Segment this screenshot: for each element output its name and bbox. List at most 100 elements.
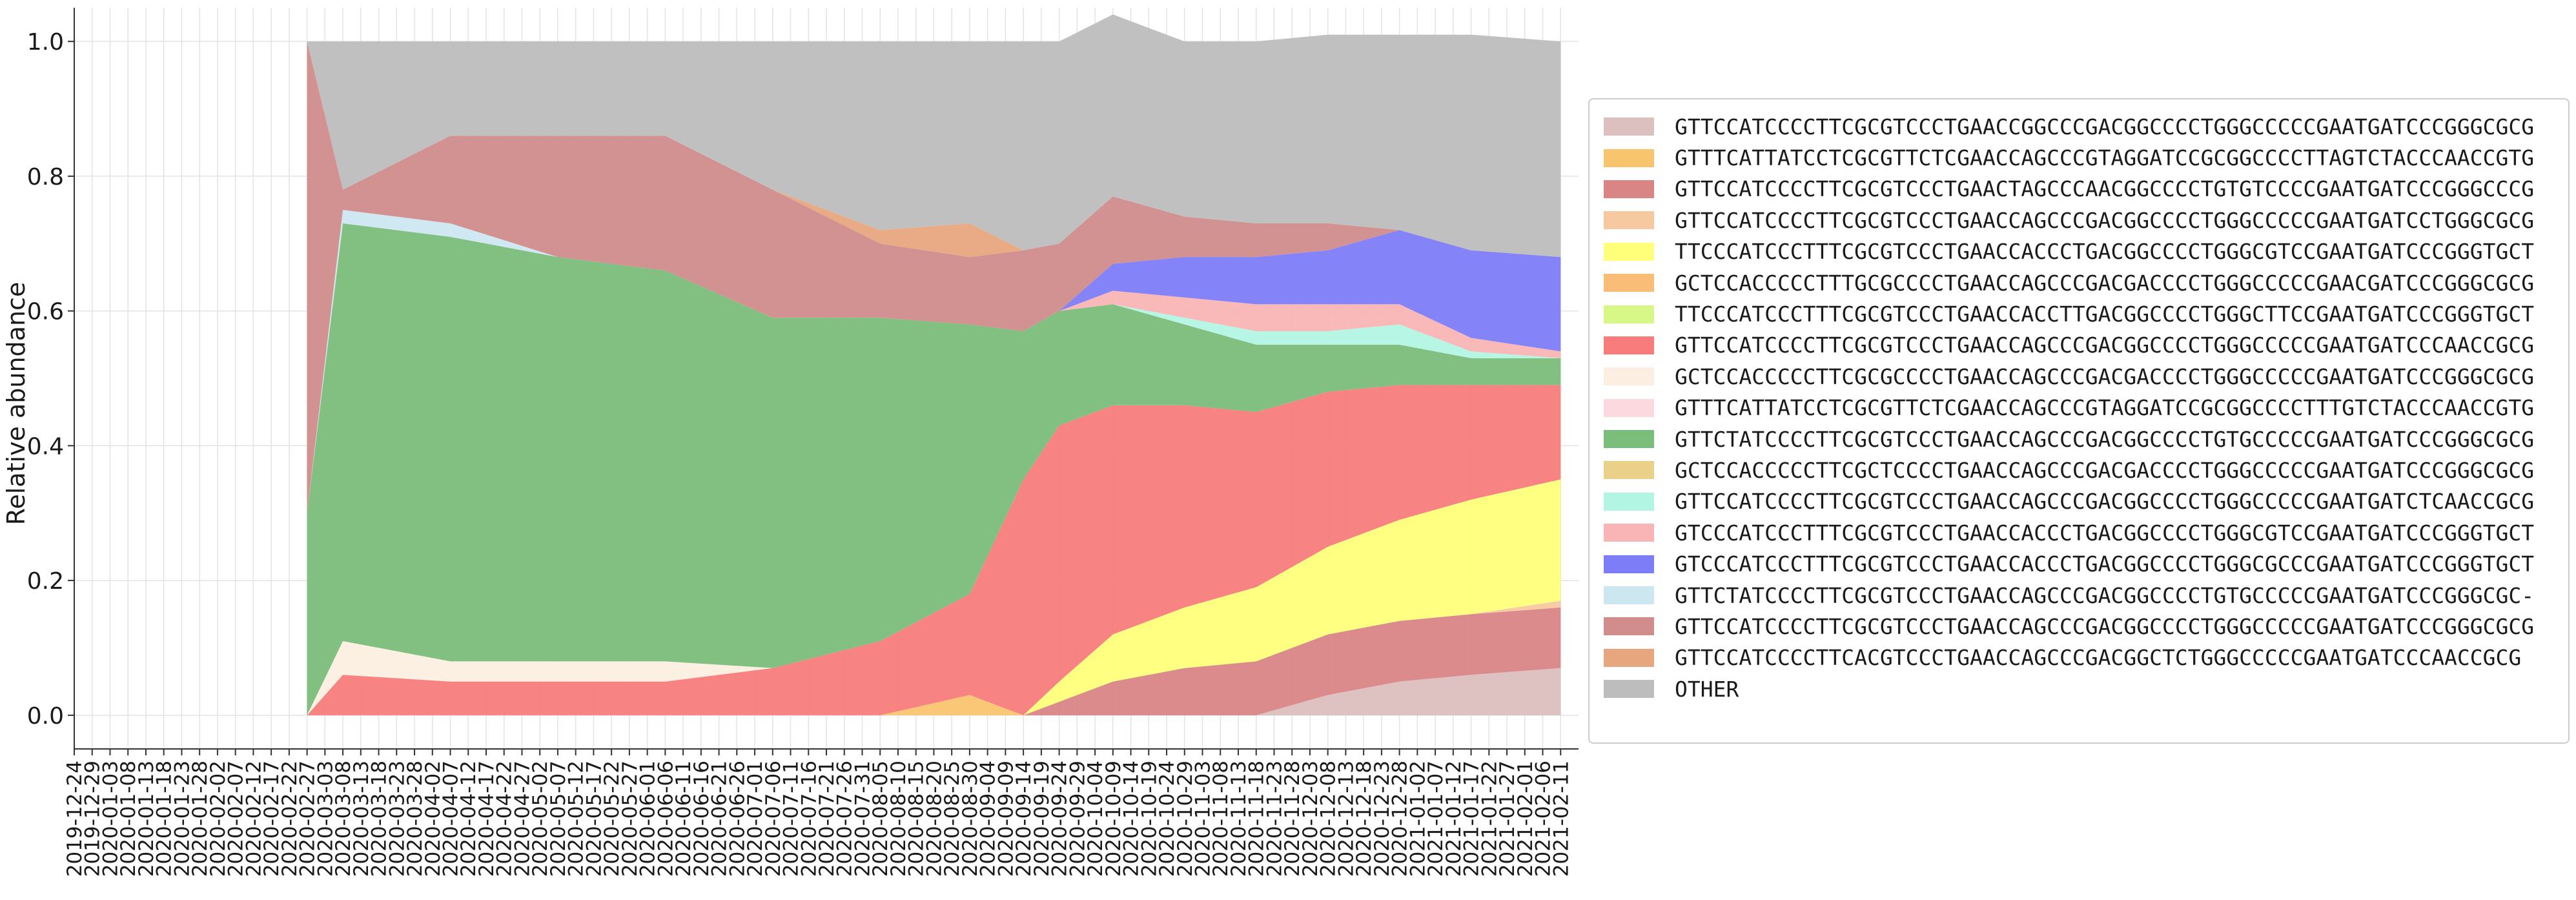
x-tick-label: 2020-11-03 bbox=[1192, 761, 1215, 877]
x-tick-label: 2021-01-22 bbox=[1478, 761, 1501, 877]
x-tick-label: 2020-11-23 bbox=[1263, 761, 1286, 877]
x-tick-label: 2020-01-08 bbox=[117, 761, 140, 877]
legend-label: GTTCTATCCCCTTCGCGTCCCTGAACCAGCCCGACGGCCC… bbox=[1675, 426, 2535, 452]
x-tick-label: 2020-01-23 bbox=[170, 761, 194, 877]
legend-label: GTTCCATCCCCTTCGCGTCCCTGAACCAGCCCGACGGCCC… bbox=[1675, 489, 2535, 515]
x-tick-label: 2020-10-04 bbox=[1084, 761, 1107, 877]
x-tick-label: 2020-10-09 bbox=[1102, 761, 1125, 877]
x-tick-label: 2020-04-22 bbox=[493, 761, 516, 877]
legend-swatch bbox=[1604, 555, 1654, 573]
x-tick-label: 2021-01-07 bbox=[1424, 761, 1447, 877]
legend-swatch bbox=[1604, 524, 1654, 542]
legend-item: GCTCCACCCCCTTCGCGCCCCTGAACCAGCCCGACGACCC… bbox=[1604, 361, 2568, 392]
legend-item: GTTCCATCCCCTTCGCGTCCCTGAACCAGCCCGACGGCCC… bbox=[1604, 205, 2568, 236]
legend-swatch bbox=[1604, 179, 1654, 198]
x-tick-label: 2020-02-07 bbox=[225, 761, 248, 877]
x-tick-label: 2020-07-31 bbox=[851, 761, 874, 877]
x-tick-label: 2020-05-07 bbox=[547, 761, 570, 877]
legend-item: GTTTCATTATCCTCGCGTTCTCGAACCAGCCCGTAGGATC… bbox=[1604, 393, 2568, 424]
legend-item: GCTCCACCCCCTTTGCGCCCCTGAACCAGCCCGACGACCC… bbox=[1604, 267, 2568, 298]
y-tick-label: 0.6 bbox=[27, 299, 64, 325]
legend-item: GTCCCATCCCTTTCGCGTCCCTGAACCACCCTGACGGCCC… bbox=[1604, 548, 2568, 579]
x-tick-label: 2020-07-26 bbox=[833, 761, 857, 877]
legend-item: GTTCCATCCCCTTCGCGTCCCTGAACCAGCCCGACGGCCC… bbox=[1604, 486, 2568, 517]
legend-item: GTTCCATCCCCTTCGCGTCCCTGAACCAGCCCGACGGCCC… bbox=[1604, 611, 2568, 642]
x-tick-label: 2020-06-01 bbox=[637, 761, 660, 877]
x-tick-label: 2020-04-17 bbox=[475, 761, 498, 877]
x-tick-label: 2020-05-17 bbox=[582, 761, 606, 877]
legend-item: OTHER bbox=[1604, 673, 2568, 704]
x-tick-label: 2020-09-29 bbox=[1066, 761, 1089, 877]
legend-label: GTTCCATCCCCTTCGCGTCCCTGAACCAGCCCGACGGCCC… bbox=[1675, 332, 2535, 358]
x-tick-label: 2020-09-04 bbox=[977, 761, 1000, 877]
area-series-1 bbox=[307, 668, 1561, 715]
x-tick-label: 2020-06-16 bbox=[690, 761, 713, 877]
x-tick-label: 2020-11-13 bbox=[1227, 761, 1251, 877]
x-tick-label: 2020-03-13 bbox=[350, 761, 373, 877]
x-tick-label: 2021-02-11 bbox=[1549, 761, 1573, 877]
legend-swatch bbox=[1604, 648, 1654, 667]
x-tick-label: 2020-11-18 bbox=[1245, 761, 1269, 877]
x-tick-label: 2020-04-27 bbox=[511, 761, 534, 877]
x-tick-label: 2021-01-27 bbox=[1496, 761, 1519, 877]
legend-label: GTTCCATCCCCTTCGCGTCCCTGAACTAGCCCAACGGCCC… bbox=[1675, 176, 2535, 202]
x-tick-label: 2020-09-19 bbox=[1030, 761, 1054, 877]
legend-label: GTTTCATTATCCTCGCGTTCTCGAACCAGCCCGTAGGATC… bbox=[1675, 395, 2535, 421]
x-tick-label: 2020-01-03 bbox=[99, 761, 122, 877]
legend-label: GTCCCATCCCTTTCGCGTCCCTGAACCACCCTGACGGCCC… bbox=[1675, 520, 2535, 546]
legend-label: GCTCCACCCCCTTCGCGCCCCTGAACCAGCCCGACGACCC… bbox=[1675, 363, 2535, 389]
x-tick-label: 2020-08-15 bbox=[905, 761, 928, 877]
area-series-3 bbox=[307, 607, 1561, 715]
legend: GTTCCATCCCCTTCGCGTCCCTGAACCGGCCCGACGGCCC… bbox=[1588, 98, 2570, 744]
legend-item: GTTCTATCCCCTTCGCGTCCCTGAACCAGCCCGACGGCCC… bbox=[1604, 424, 2568, 455]
x-tick-label: 2020-03-28 bbox=[404, 761, 427, 877]
x-tick-label: 2020-02-27 bbox=[296, 761, 320, 877]
legend-item: GTTCCATCCCCTTCACGTCCCTGAACCAGCCCGACGGCTC… bbox=[1604, 642, 2568, 673]
x-tick-label: 2020-02-12 bbox=[242, 761, 265, 877]
x-tick-label: 2020-05-02 bbox=[529, 761, 552, 877]
legend-item: GCTCCACCCCCTTCGCTCCCCTGAACCAGCCCGACGACCC… bbox=[1604, 455, 2568, 486]
legend-swatch bbox=[1604, 148, 1654, 167]
legend-label: GCTCCACCCCCTTCGCTCCCCTGAACCAGCCCGACGACCC… bbox=[1675, 457, 2535, 483]
legend-swatch bbox=[1604, 586, 1654, 605]
x-tick-label: 2020-01-13 bbox=[135, 761, 158, 877]
legend-label: GTTCCATCCCCTTCGCGTCCCTGAACCGGCCCGACGGCCC… bbox=[1675, 114, 2535, 139]
y-tick-label: 0.8 bbox=[27, 164, 64, 190]
axis-layer: 0.00.20.40.60.81.02019-12-242019-12-2920… bbox=[27, 8, 1579, 877]
y-tick-label: 0.4 bbox=[27, 433, 64, 460]
legend-swatch bbox=[1604, 242, 1654, 261]
x-tick-label: 2020-05-27 bbox=[618, 761, 642, 877]
area-layer bbox=[307, 14, 1561, 715]
x-tick-label: 2020-03-18 bbox=[368, 761, 391, 877]
x-tick-label: 2019-12-24 bbox=[63, 761, 87, 877]
x-tick-label: 2020-07-01 bbox=[744, 761, 767, 877]
x-tick-label: 2021-02-06 bbox=[1532, 761, 1555, 877]
area-series-19 bbox=[307, 14, 1561, 258]
legend-swatch bbox=[1604, 211, 1654, 230]
x-tick-label: 2020-08-30 bbox=[959, 761, 982, 877]
legend-label: GTTCCATCCCCTTCGCGTCCCTGAACCAGCCCGACGGCCC… bbox=[1675, 613, 2535, 639]
x-tick-label: 2020-10-24 bbox=[1156, 761, 1179, 877]
legend-label: GTTTCATTATCCTCGCGTTCTCGAACCAGCCCGTAGGATC… bbox=[1675, 145, 2535, 171]
x-tick-label: 2020-08-20 bbox=[923, 761, 946, 877]
x-tick-label: 2020-08-05 bbox=[869, 761, 892, 877]
x-tick-label: 2020-02-22 bbox=[278, 761, 302, 877]
x-tick-label: 2020-03-23 bbox=[385, 761, 409, 877]
x-tick-label: 2020-10-29 bbox=[1174, 761, 1197, 877]
legend-item: TTCCCATCCCTTTCGCGTCCCTGAACCACCCTGACGGCCC… bbox=[1604, 236, 2568, 267]
legend-swatch bbox=[1604, 398, 1654, 417]
legend-swatch bbox=[1604, 336, 1654, 354]
x-tick-label: 2021-01-02 bbox=[1406, 761, 1429, 877]
legend-item: GTTCCATCCCCTTCGCGTCCCTGAACCAGCCCGACGGCCC… bbox=[1604, 330, 2568, 361]
legend-item: GTTCCATCCCCTTCGCGTCCCTGAACTAGCCCAACGGCCC… bbox=[1604, 174, 2568, 205]
y-tick-label: 1.0 bbox=[27, 29, 64, 56]
x-tick-label: 2020-09-14 bbox=[1012, 761, 1036, 877]
x-tick-label: 2020-03-08 bbox=[332, 761, 355, 877]
area-series-5 bbox=[307, 479, 1561, 715]
x-tick-label: 2020-10-14 bbox=[1120, 761, 1143, 877]
legend-item: GTTCCATCCCCTTCGCGTCCCTGAACCGGCCCGACGGCCC… bbox=[1604, 111, 2568, 142]
x-tick-label: 2020-01-18 bbox=[153, 761, 176, 877]
x-tick-label: 2020-12-23 bbox=[1371, 761, 1394, 877]
legend-swatch bbox=[1604, 118, 1654, 136]
legend-label: TTCCCATCCCTTTCGCGTCCCTGAACCACCCTGACGGCCC… bbox=[1675, 239, 2535, 265]
